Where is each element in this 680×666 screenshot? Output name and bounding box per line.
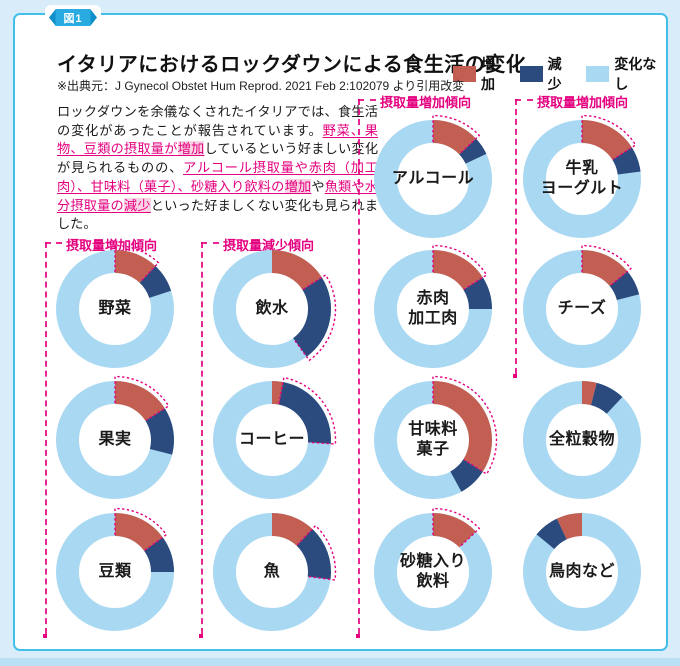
- group-label-g4: 摂取量増加傾向: [537, 95, 629, 110]
- legend-swatch-no_change: [586, 66, 610, 82]
- legend: 増加 減少 変化なし: [453, 54, 666, 94]
- figure-badge-label: 図1: [63, 12, 83, 25]
- donut-svg-cheese: [523, 244, 641, 368]
- chart-label-alcohol: アルコール: [391, 170, 475, 187]
- donut-chart-poultry: 鳥肉など: [512, 502, 652, 642]
- intro-run: ロックダウンを余儀なくされたイタリアでは、食生活の変化があったことが報告されてい…: [57, 104, 378, 138]
- chart-label-water: 飲水: [255, 300, 289, 317]
- group-label-g3: 摂取量増加傾向: [380, 95, 472, 110]
- intro-run: といった好ましくない変化も見られました。: [57, 197, 379, 232]
- donut-chart-sweets: 甘味料 菓子: [363, 370, 503, 510]
- donut-svg-whole-grains: [523, 380, 641, 499]
- donut-chart-vegetables: 野菜: [45, 239, 185, 379]
- chart-label-red-meat: 赤肉 加工肉: [408, 290, 458, 327]
- intro-run: アルコール摂取量や赤肉（加工肉）、甘味料（菓子）、砂糖入り飲料の: [57, 160, 379, 194]
- group-guide-dash: [201, 242, 219, 244]
- chart-label-fruits: 果実: [98, 431, 132, 448]
- chart-label-sweets: 甘味料 菓子: [408, 421, 458, 458]
- intro-run: 野菜、果物、豆類の摂取量が: [57, 122, 378, 157]
- group-guide-dash: [358, 99, 376, 101]
- figure-card: イタリアにおけるロックダウンによる食生活の変化 増加 減少 変化なし ※出典元：J …: [13, 13, 668, 651]
- group-guide-dash: [45, 242, 62, 244]
- figure-badge: 図1: [45, 5, 101, 30]
- donut-svg-fruits: [56, 375, 174, 499]
- figure-title: イタリアにおけるロックダウンによる食生活の変化: [57, 54, 527, 76]
- trend-outline-increase: [432, 114, 481, 155]
- chart-label-cheese: チーズ: [557, 300, 607, 317]
- chart-label-whole-grains: 全粒穀物: [548, 431, 615, 448]
- donut-svg-alcohol: [374, 114, 492, 238]
- donut-chart-fish: 魚: [202, 502, 342, 642]
- trend-outline-decrease: [293, 274, 337, 362]
- trend-outline-increase: [114, 244, 160, 283]
- donut-chart-cheese: チーズ: [512, 239, 652, 379]
- chart-label-milk-yogurt: 牛乳 ヨーグルト: [540, 160, 624, 197]
- chart-label-sugary-drinks: 砂糖入り 飲料: [399, 553, 466, 590]
- intro-run: 増加: [284, 178, 312, 194]
- chart-label-fish: 魚: [263, 563, 281, 580]
- group-guide-dot: [513, 374, 517, 378]
- trend-outline-increase: [432, 244, 488, 290]
- donut-chart-water: 飲水: [202, 239, 342, 379]
- source-note: ※出典元：J Gynecol Obstet Hum Reprod. 2021 F…: [57, 79, 465, 93]
- donut-svg-poultry: [523, 513, 641, 631]
- donut-svg-sweets: [374, 375, 498, 499]
- donut-chart-alcohol: アルコール: [363, 109, 503, 249]
- group-guide-dot: [199, 634, 203, 638]
- donut-chart-legumes: 豆類: [45, 502, 185, 642]
- donut-svg-water: [213, 250, 337, 368]
- donut-chart-whole-grains: 全粒穀物: [512, 370, 652, 510]
- group-guide-line: [515, 99, 517, 374]
- group-guide-line: [45, 242, 47, 634]
- donut-chart-coffee: コーヒー: [202, 370, 342, 510]
- legend-label: 減少: [547, 56, 562, 92]
- donut-chart-sugary-drinks: 砂糖入り 飲料: [363, 502, 503, 642]
- donut-svg-red-meat: [374, 244, 492, 368]
- donut-chart-fruits: 果実: [45, 370, 185, 510]
- intro-paragraph: ロックダウンを余儀なくされたイタリアでは、食生活の変化があったことが報告されてい…: [57, 103, 378, 234]
- chart-label-legumes: 豆類: [98, 563, 132, 580]
- trend-outline-increase: [114, 375, 170, 421]
- trend-outline-increase: [581, 114, 637, 160]
- intro-run: 魚類や水分摂取量の: [57, 178, 378, 213]
- figure-badge-ribbon: 図1: [49, 9, 97, 26]
- group-guide-line: [358, 99, 360, 634]
- chart-label-coffee: コーヒー: [238, 431, 305, 448]
- legend-label: 変化なし: [614, 56, 657, 92]
- donut-svg-milk-yogurt: [523, 114, 641, 238]
- trend-outline-increase: [581, 244, 632, 286]
- legend-swatch-increase: [453, 66, 476, 82]
- legend-item-increase: 増加: [453, 54, 507, 94]
- donut-svg-coffee: [213, 376, 337, 499]
- group-guide-dot: [356, 634, 360, 638]
- bottom-strip: [0, 658, 680, 666]
- donut-chart-milk-yogurt: 牛乳 ヨーグルト: [512, 109, 652, 249]
- donut-svg-vegetables: [56, 244, 174, 368]
- trend-outline-decrease: [278, 376, 337, 445]
- legend-item-no_change: 変化なし: [586, 54, 666, 94]
- trend-outline-increase: [432, 375, 498, 475]
- trend-outline-increase: [432, 507, 481, 548]
- intro-run: 増加: [177, 141, 205, 157]
- group-guide-dash: [515, 99, 533, 101]
- legend-swatch-decrease: [519, 66, 543, 82]
- chart-label-poultry: 鳥肉など: [548, 563, 615, 580]
- group-guide-dot: [43, 634, 47, 638]
- donut-svg-sugary-drinks: [374, 507, 492, 631]
- group-guide-line: [201, 242, 203, 634]
- group-label-g1: 摂取量増加傾向: [66, 238, 158, 253]
- legend-label: 増加: [480, 56, 495, 92]
- chart-label-vegetables: 野菜: [98, 300, 132, 317]
- donut-chart-red-meat: 赤肉 加工肉: [363, 239, 503, 379]
- donut-svg-legumes: [56, 507, 174, 631]
- intro-run: 減少: [123, 197, 151, 213]
- donut-svg-fish: [213, 513, 337, 631]
- intro-run: や: [311, 178, 325, 194]
- group-label-g2: 摂取量減少傾向: [223, 238, 315, 253]
- intro-run: しているという好ましい変化が見られるものの、: [57, 141, 379, 176]
- legend-item-decrease: 減少: [519, 54, 574, 94]
